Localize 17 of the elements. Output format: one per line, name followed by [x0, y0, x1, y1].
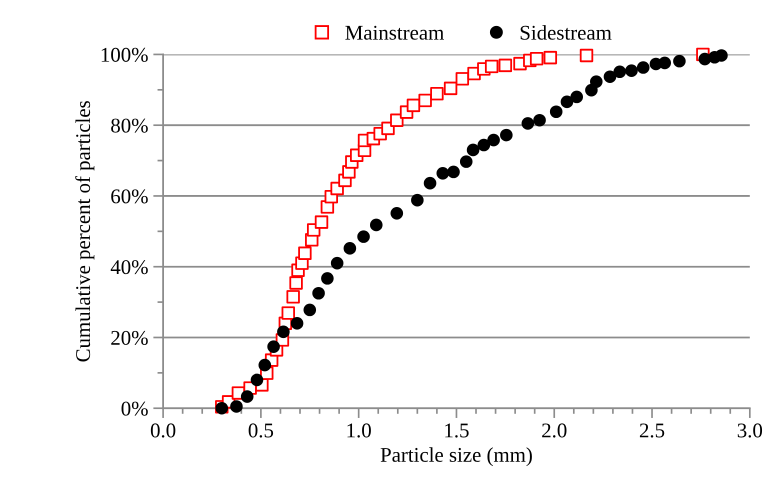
x-tick-label: 0.5 — [248, 423, 274, 438]
y-tick-label: 60% — [111, 189, 148, 204]
legend-label: Mainstream — [345, 26, 444, 40]
y-tick-label: 80% — [111, 118, 148, 133]
x-tick-label: 2.5 — [640, 423, 664, 438]
y-tick-label: 40% — [110, 260, 148, 274]
y-axis-title: Cumulative percent of particles — [75, 101, 94, 362]
x-tick-label: 0.0 — [150, 423, 176, 438]
y-tick-label: 20% — [111, 330, 148, 345]
legend-label: Sidestream — [520, 25, 612, 40]
x-tick-label: 2.0 — [542, 423, 566, 438]
y-tick-label: 100% — [102, 48, 148, 62]
x-tick-label: 1.5 — [445, 424, 469, 438]
x-axis-title: Particle size (mm) — [380, 447, 532, 466]
y-tick-label: 0% — [122, 402, 148, 416]
x-tick-label: 3.0 — [738, 423, 762, 438]
x-tick-label: 1.0 — [347, 423, 371, 438]
